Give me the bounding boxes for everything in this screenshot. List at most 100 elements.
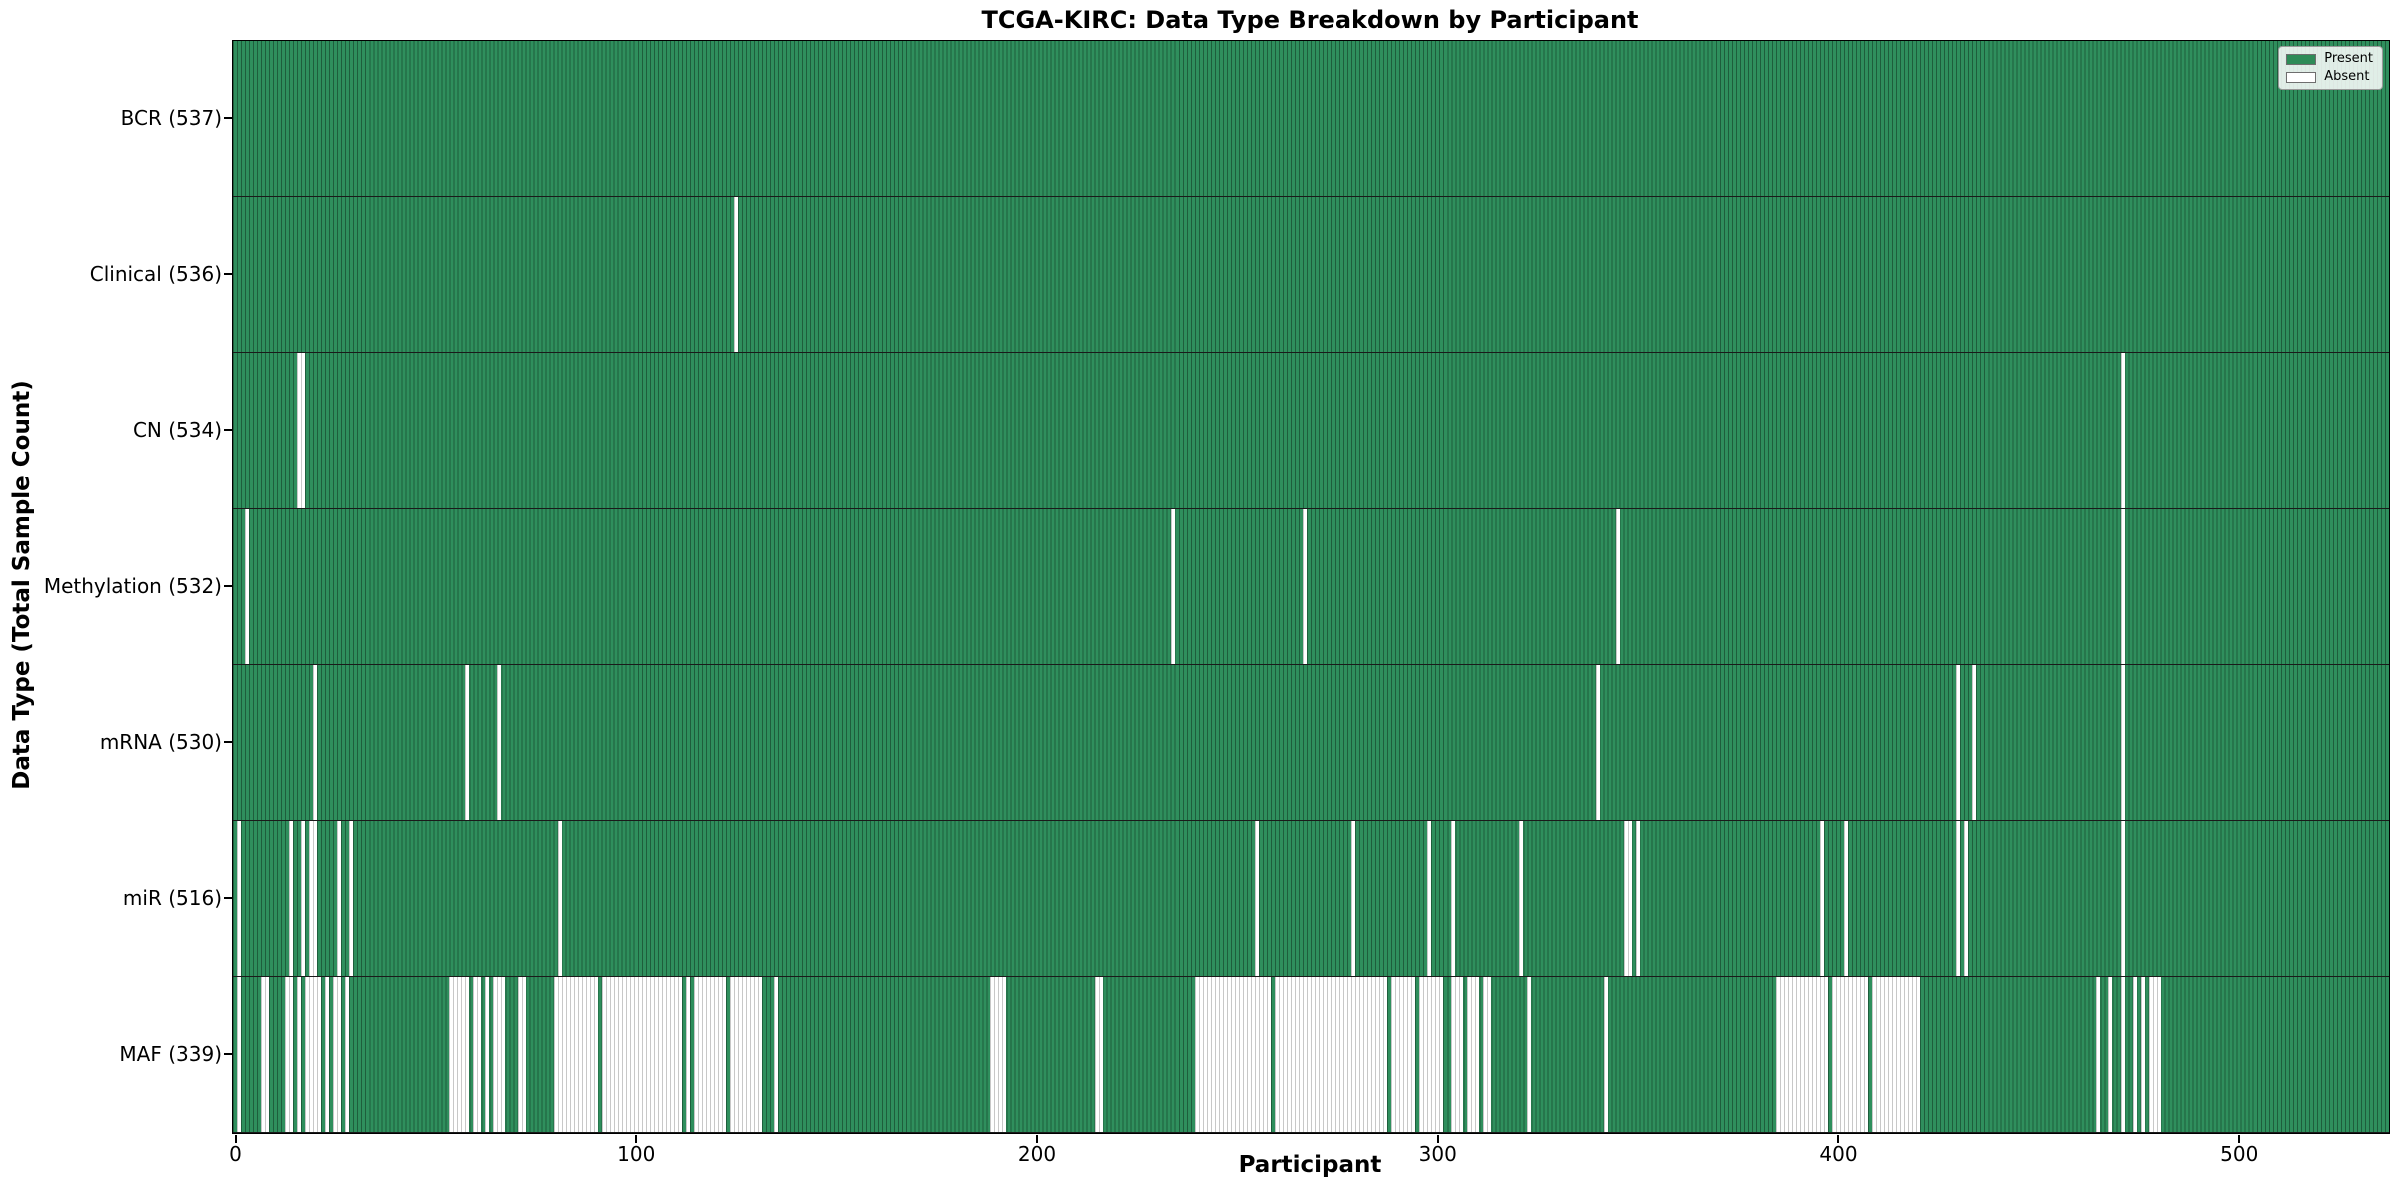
x-tick-label: 100: [617, 1142, 656, 1166]
absent-stripe: [1467, 977, 1480, 1132]
x-tick-label: 500: [2220, 1142, 2259, 1166]
y-axis-label: Data Type (Total Sample Count): [9, 380, 35, 790]
row-cn: [233, 353, 2389, 509]
absent-stripe: [1274, 977, 1388, 1132]
absent-stripe: [337, 821, 342, 976]
absent-stripe: [1427, 821, 1432, 976]
absent-stripe: [1964, 821, 1969, 976]
absent-stripe: [297, 977, 302, 1132]
x-tick-mark: [1837, 1135, 1840, 1143]
absent-stripe: [289, 821, 294, 976]
absent-stripe: [2148, 977, 2161, 1132]
x-tick-label: 300: [1418, 1142, 1457, 1166]
y-tick-label: MAF (339): [119, 1042, 222, 1066]
legend-item: Present: [2286, 52, 2373, 66]
x-tick-mark: [1436, 1135, 1439, 1143]
absent-stripe: [485, 977, 490, 1132]
absent-stripe: [1819, 821, 1824, 976]
chart-title: TCGA-KIRC: Data Type Breakdown by Partic…: [981, 6, 1639, 34]
absent-stripe: [1094, 977, 1103, 1132]
absent-stripe: [1615, 509, 1620, 664]
legend-item: Absent: [2286, 70, 2373, 84]
x-tick-mark: [1035, 1135, 1038, 1143]
legend-swatch-absent: [2286, 71, 2317, 83]
absent-stripe: [990, 977, 1007, 1132]
absent-stripe: [2120, 821, 2125, 976]
absent-stripe: [305, 977, 322, 1132]
absent-stripe: [1170, 509, 1175, 664]
y-tick-mark: [224, 897, 232, 899]
row-methylation: [233, 509, 2389, 665]
absent-stripe: [601, 977, 682, 1132]
x-tick-mark: [2238, 1135, 2241, 1143]
y-tick-mark: [224, 1053, 232, 1055]
absent-stripe: [2120, 353, 2125, 508]
x-tick-mark: [234, 1135, 237, 1143]
absent-stripe: [333, 977, 342, 1132]
y-tick-mark: [224, 585, 232, 587]
absent-stripe: [553, 977, 598, 1132]
absent-stripe: [1872, 977, 1921, 1132]
x-tick-label: 200: [1017, 1142, 1057, 1166]
x-tick-label: 400: [1819, 1142, 1858, 1166]
x-tick-mark: [635, 1135, 638, 1143]
absent-stripe: [1623, 821, 1632, 976]
absent-stripe: [1419, 977, 1444, 1132]
absent-stripe: [237, 977, 241, 1132]
absent-stripe: [473, 977, 482, 1132]
absent-stripe: [1956, 821, 1961, 976]
absent-stripe: [493, 977, 506, 1132]
absent-stripe: [2108, 977, 2113, 1132]
y-tick-label: Methylation (532): [43, 574, 222, 598]
absent-stripe: [297, 353, 306, 508]
absent-stripe: [345, 977, 350, 1132]
row-clinical: [233, 197, 2389, 353]
absent-stripe: [245, 509, 250, 664]
absent-stripe: [517, 977, 526, 1132]
absent-stripe: [1194, 977, 1271, 1132]
legend: Present Absent: [2278, 46, 2383, 90]
absent-stripe: [1956, 665, 1961, 820]
absent-stripe: [285, 977, 294, 1132]
y-tick-mark: [224, 273, 232, 275]
absent-stripe: [1451, 821, 1456, 976]
absent-stripe: [1527, 977, 1532, 1132]
absent-stripe: [325, 977, 330, 1132]
absent-stripe: [1843, 821, 1848, 976]
absent-stripe: [2120, 509, 2125, 664]
absent-stripe: [1351, 821, 1356, 976]
absent-stripe: [1302, 509, 1307, 664]
row-mrna: [233, 665, 2389, 821]
absent-stripe: [1254, 821, 1259, 976]
absent-stripe: [465, 665, 470, 820]
row-bcr: [233, 41, 2389, 197]
absent-stripe: [301, 821, 306, 976]
absent-stripe: [1972, 665, 1977, 820]
absent-stripe: [2096, 977, 2101, 1132]
y-tick-mark: [224, 741, 232, 743]
absent-stripe: [1519, 821, 1524, 976]
absent-stripe: [1391, 977, 1416, 1132]
absent-stripe: [1451, 977, 1464, 1132]
absent-stripe: [261, 977, 270, 1132]
absent-stripe: [237, 821, 241, 976]
y-tick-label: BCR (537): [120, 106, 222, 130]
absent-stripe: [557, 821, 562, 976]
y-tick-mark: [224, 117, 232, 119]
y-tick-label: CN (534): [132, 418, 222, 442]
absent-stripe: [2120, 665, 2125, 820]
row-maf: [233, 977, 2389, 1133]
legend-label: Absent: [2324, 69, 2370, 84]
absent-stripe: [1831, 977, 1869, 1132]
plot-area: Present Absent: [232, 40, 2390, 1134]
legend-label: Present: [2324, 51, 2373, 66]
absent-stripe: [1595, 665, 1600, 820]
absent-stripe: [313, 665, 318, 820]
x-axis-label: Participant: [1238, 1152, 1382, 1178]
x-tick-label: 0: [229, 1142, 242, 1166]
y-tick-label: Clinical (536): [89, 262, 222, 286]
y-tick-label: miR (516): [122, 886, 222, 910]
absent-stripe: [685, 977, 690, 1132]
absent-stripe: [733, 197, 738, 352]
absent-stripe: [1775, 977, 1828, 1132]
